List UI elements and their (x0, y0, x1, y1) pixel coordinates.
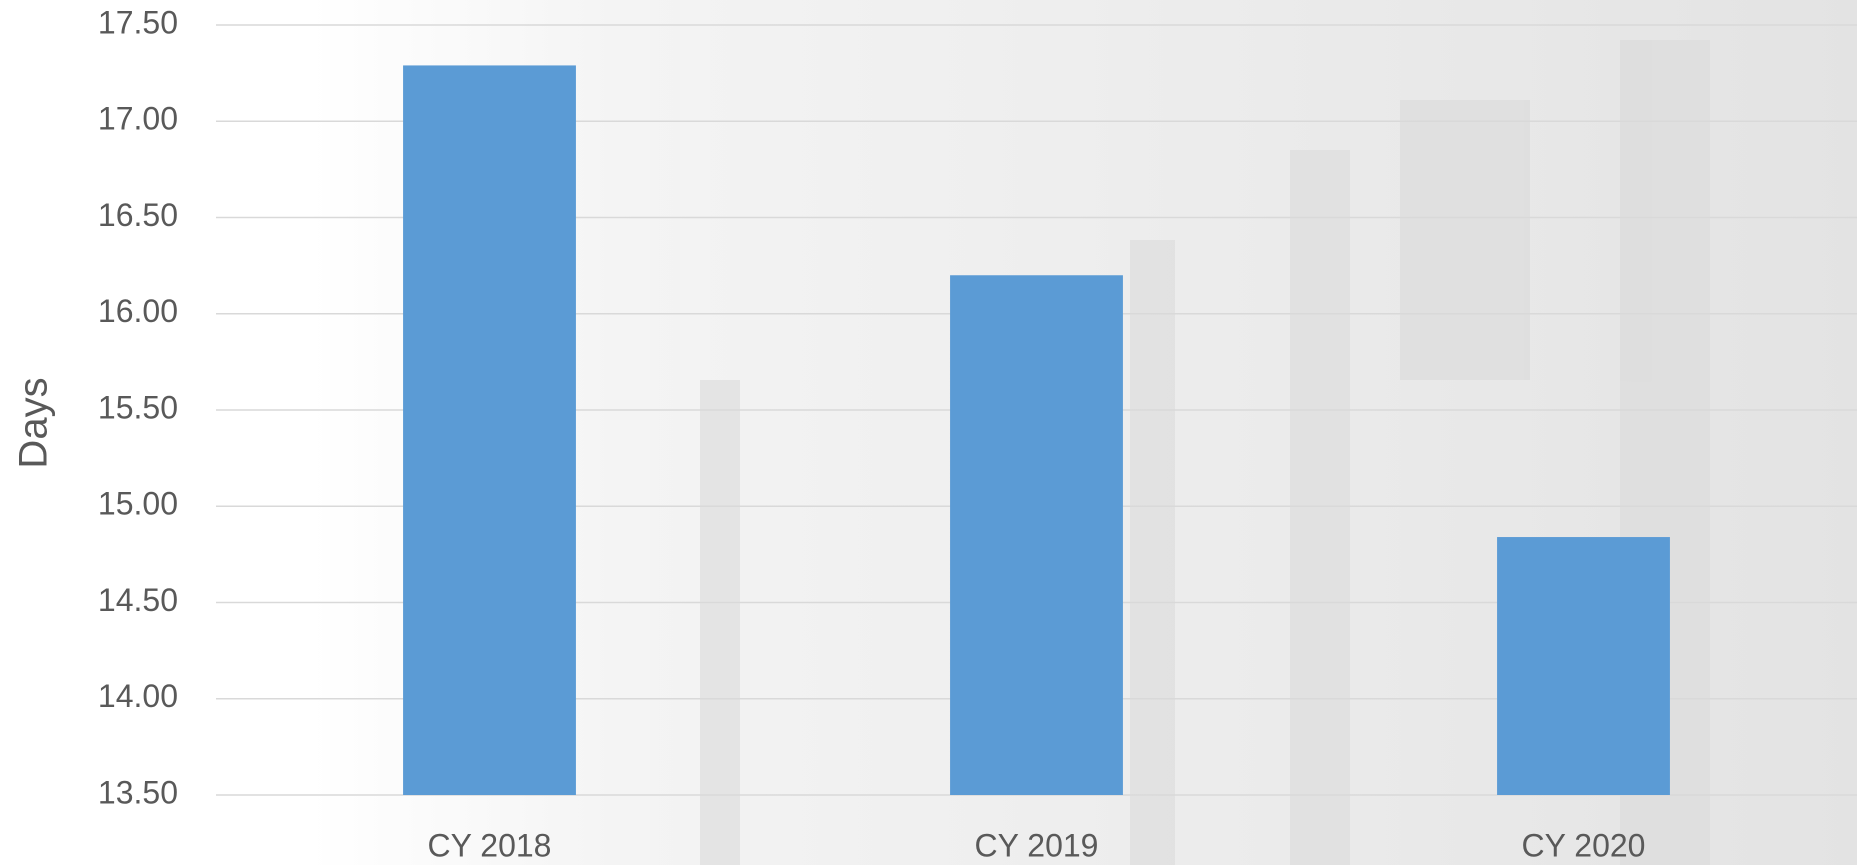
y-tick-label: 15.00 (98, 486, 178, 522)
x-tick-label: CY 2020 (1522, 827, 1646, 863)
bar (950, 275, 1123, 795)
y-tick-label: 16.50 (98, 197, 178, 233)
y-tick-label: 14.50 (98, 582, 178, 618)
y-tick-label: 15.50 (98, 389, 178, 425)
y-tick-label: 14.00 (98, 678, 178, 714)
bar (403, 65, 576, 796)
bar (1497, 537, 1670, 795)
y-axis-title: Days (12, 377, 56, 468)
y-tick-label: 16.00 (98, 293, 178, 329)
x-tick-label: CY 2019 (975, 827, 1099, 863)
x-tick-label: CY 2018 (428, 827, 552, 863)
y-tick-label: 17.50 (98, 4, 178, 40)
y-tick-label: 17.00 (98, 101, 178, 137)
y-tick-label: 13.50 (98, 774, 178, 810)
